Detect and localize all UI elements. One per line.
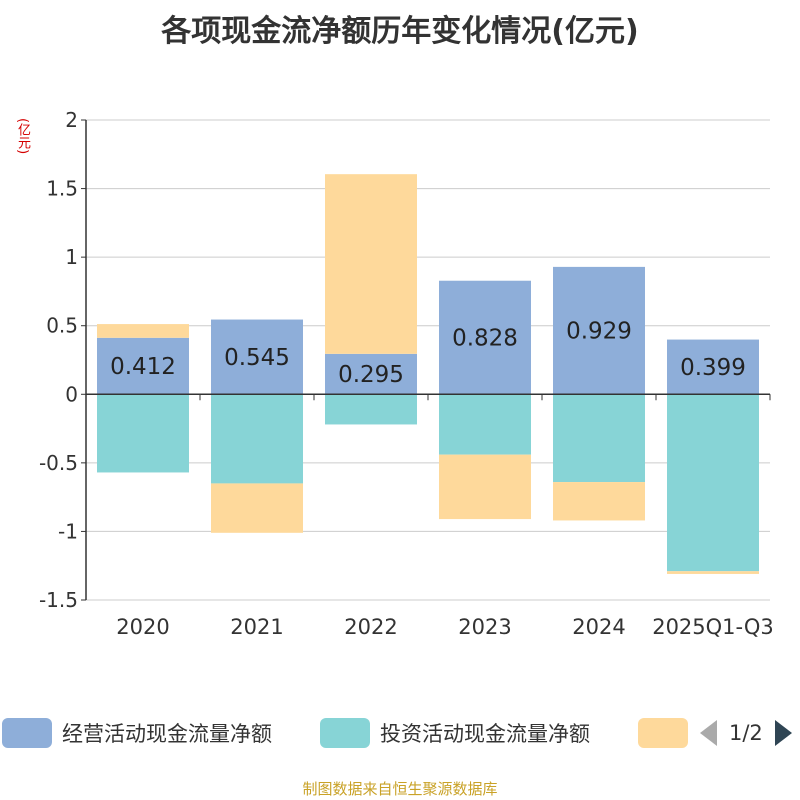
x-tick-label: 2022	[344, 615, 397, 639]
y-tick-label: -1	[58, 519, 78, 543]
data-label: 0.828	[452, 326, 518, 352]
legend-pager: 1/2	[700, 716, 792, 750]
legend-swatch-operating	[2, 718, 52, 748]
bar-series2-2021	[211, 483, 303, 533]
bar-series2-2023	[439, 454, 531, 520]
bar-series0-2023	[439, 280, 531, 395]
x-tick-label: 2025Q1-Q3	[652, 615, 774, 639]
legend-swatch-investing	[320, 718, 370, 748]
x-tick-label: 2020	[116, 615, 169, 639]
bar-series1-2023	[439, 394, 531, 455]
legend-item-operating[interactable]: 经营活动现金流量净额	[2, 716, 272, 750]
bar-series1-2022	[325, 394, 417, 425]
bar-series2-2022	[325, 174, 417, 354]
legend-label-investing: 投资活动现金流量净额	[380, 722, 590, 746]
y-tick-label: 1	[65, 245, 78, 269]
y-tick-label: -1.5	[39, 588, 78, 612]
y-tick-label: 0.5	[46, 314, 78, 338]
data-label: 0.545	[224, 345, 290, 371]
legend-next-page-icon[interactable]	[774, 720, 792, 746]
chart-title: 各项现金流净额历年变化情况(亿元)	[161, 14, 639, 49]
bar-series2-2025Q1-Q3	[667, 571, 759, 574]
x-tick-label: 2023	[458, 615, 511, 639]
data-label: 0.929	[566, 319, 632, 345]
data-label: 0.295	[338, 362, 404, 388]
y-axis-unit-label: (亿元)	[15, 118, 30, 155]
y-tick-label: 1.5	[46, 177, 78, 201]
x-tick-label: 2021	[230, 615, 283, 639]
bar-series1-2020	[97, 394, 189, 473]
legend-swatch-financing	[638, 718, 688, 748]
bar-series2-2024	[553, 482, 645, 521]
bar-series1-2025Q1-Q3	[667, 394, 759, 572]
legend-item-investing[interactable]: 投资活动现金流量净额	[320, 716, 590, 750]
stacked-bar-chart: 2 1.5 1 0.5 0 -0.5 -1 -1.5 0.412 0.545 0.295 0.828 0…	[39, 108, 774, 639]
data-label: 0.412	[110, 354, 176, 380]
bar-series0-2025Q1-Q3	[667, 339, 759, 395]
y-tick-label: 0	[65, 382, 78, 406]
bar-series0-2024	[553, 266, 645, 395]
bar-series0-2020	[97, 337, 189, 395]
data-source-note: 制图数据来自恒生聚源数据库	[302, 780, 498, 798]
bar-series0-2021	[211, 319, 303, 395]
bar-series0-2022	[325, 353, 417, 395]
bar-series2-2020	[97, 324, 189, 338]
y-tick-label: 2	[65, 108, 78, 132]
legend-page-indicator: 1/2	[729, 721, 763, 745]
legend-prev-page-icon[interactable]	[700, 720, 717, 746]
legend-label-operating: 经营活动现金流量净额	[62, 722, 272, 746]
bar-series1-2021	[211, 394, 303, 484]
y-tick-label: -0.5	[39, 451, 78, 475]
data-label: 0.399	[680, 355, 746, 381]
bar-series1-2024	[553, 394, 645, 483]
x-tick-label: 2024	[572, 615, 625, 639]
legend-item-financing[interactable]	[638, 716, 698, 750]
